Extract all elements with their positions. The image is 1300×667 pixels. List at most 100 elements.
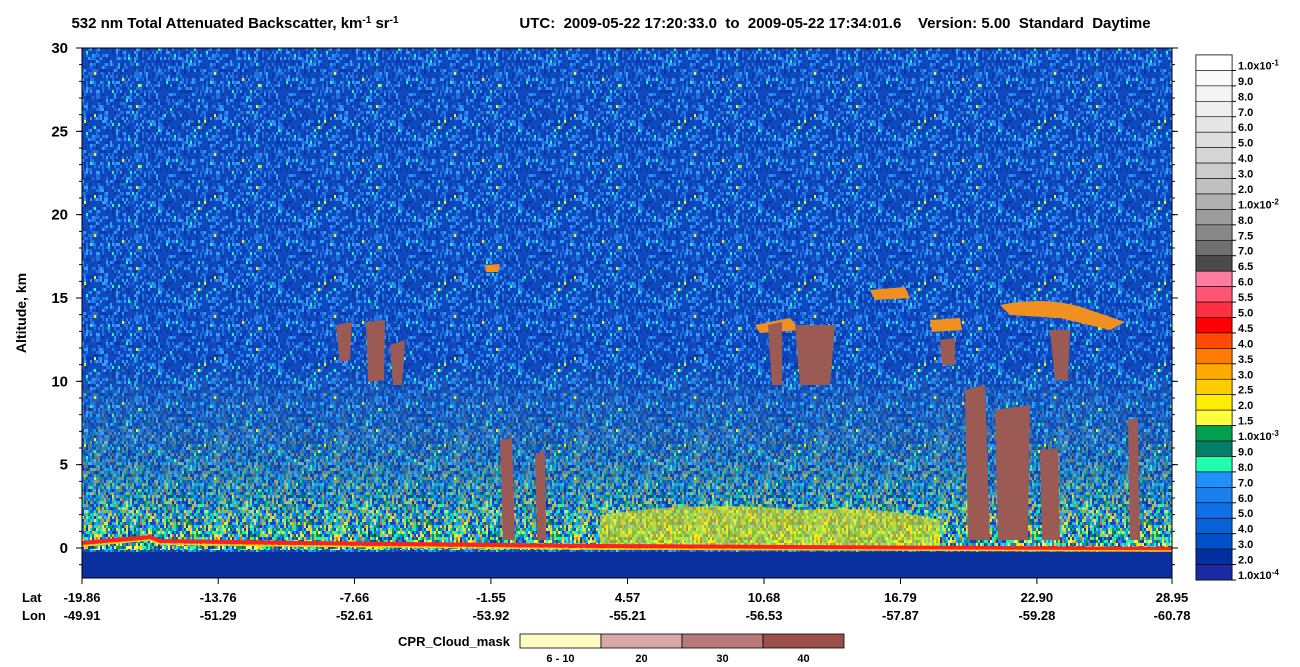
cloud-mask-box <box>600 633 683 649</box>
colorbar-box <box>1195 425 1233 442</box>
colorbar-label: 2.5 <box>1238 385 1253 397</box>
lon-tick-label: -55.21 <box>609 608 646 623</box>
colorbar-label-text: 1.0x10 <box>1238 60 1272 72</box>
title-sup: -1 <box>362 15 371 26</box>
colorbar-label: 6.5 <box>1238 261 1253 273</box>
colorbar-label-text: 1.5 <box>1238 416 1253 428</box>
colorbar-box <box>1195 131 1233 148</box>
cloud-mask-label: 6 - 10 <box>546 653 574 665</box>
cloud-mask-box <box>519 633 602 649</box>
y-tick-label: 30 <box>51 40 68 57</box>
lon-tick-label: -49.91 <box>64 608 101 623</box>
colorbar-label: 6.0 <box>1238 493 1253 505</box>
colorbar-label: 1.5 <box>1238 416 1253 428</box>
lon-tick-label: -57.87 <box>882 608 919 623</box>
colorbar-label-text: 4.0 <box>1238 153 1253 165</box>
colorbar-box <box>1195 502 1233 519</box>
colorbar-box <box>1195 70 1233 87</box>
title-part: sr <box>371 15 390 32</box>
colorbar-label: 6.0 <box>1238 122 1253 134</box>
colorbar-box <box>1195 409 1233 426</box>
colorbar-label-text: 4.5 <box>1238 323 1253 335</box>
colorbar-box <box>1195 162 1233 179</box>
colorbar-label-text: 3.0 <box>1238 369 1253 381</box>
lon-tick-label: -56.53 <box>746 608 783 623</box>
colorbar-label: 2.0 <box>1238 555 1253 567</box>
colorbar-box <box>1195 394 1233 411</box>
colorbar-label: 8.0 <box>1238 91 1253 103</box>
colorbar-label: 4.0 <box>1238 153 1253 165</box>
colorbar-box <box>1195 255 1233 272</box>
y-tick-label: 15 <box>51 290 68 307</box>
surface-return <box>82 534 1172 551</box>
colorbar-label-text: 8.0 <box>1238 462 1253 474</box>
colorbar-box <box>1195 270 1233 287</box>
colorbar-box <box>1195 440 1233 457</box>
colorbar-label-sup: -3 <box>1272 429 1280 438</box>
colorbar-label: 4.0 <box>1238 338 1253 350</box>
x-tick-label: 28.95 <box>1156 590 1189 605</box>
colorbar-label-text: 7.0 <box>1238 477 1253 489</box>
colorbar-label: 7.0 <box>1238 477 1253 489</box>
colorbar-label: 2.0 <box>1238 400 1253 412</box>
colorbar-label: 1.0x10-1 <box>1238 58 1279 73</box>
colorbar-label-text: 3.0 <box>1238 169 1253 181</box>
x-tick-label: -1.55 <box>476 590 506 605</box>
colorbar-box <box>1195 517 1233 534</box>
colorbar-label-sup: -1 <box>1272 58 1280 67</box>
colorbar-box <box>1195 178 1233 195</box>
colorbar-box <box>1195 85 1233 102</box>
y-axis-title: Altitude, km <box>13 273 29 353</box>
x-tick-label: 10.68 <box>748 590 781 605</box>
colorbar-label: 3.5 <box>1238 354 1253 366</box>
colorbar-label: 9.0 <box>1238 446 1253 458</box>
colorbar-box <box>1195 332 1233 349</box>
high-clouds <box>485 264 1125 333</box>
y-tick-label: 0 <box>60 540 68 557</box>
colorbar-box <box>1195 456 1233 473</box>
colorbar-label-text: 6.5 <box>1238 261 1253 273</box>
colorbar-label-text: 8.0 <box>1238 91 1253 103</box>
colorbar-label-text: 1.0x10 <box>1238 199 1272 211</box>
chart-title: 532 nm Total Attenuated Backscatter, km-… <box>71 15 399 33</box>
colorbar-label-text: 5.0 <box>1238 508 1253 520</box>
colorbar-label-text: 2.0 <box>1238 184 1253 196</box>
colorbar-box <box>1195 471 1233 488</box>
colorbar-label-text: 2.0 <box>1238 555 1253 567</box>
lon-tick-label: -53.92 <box>472 608 509 623</box>
colorbar-label-text: 1.0x10 <box>1238 570 1272 582</box>
x-row-label: Lat <box>22 590 42 605</box>
colorbar-label-text: 3.0 <box>1238 539 1253 551</box>
colorbar-label: 3.0 <box>1238 169 1253 181</box>
surface-return-edge <box>82 539 1172 552</box>
colorbar-label: 6.0 <box>1238 277 1253 289</box>
cloud-mask-label: 40 <box>797 653 809 665</box>
colorbar-label: 4.5 <box>1238 323 1253 335</box>
plot-area <box>82 48 1172 578</box>
cloud-mask-columns <box>336 320 1140 540</box>
colorbar-box <box>1195 193 1233 210</box>
x-tick-label: 22.90 <box>1021 590 1054 605</box>
colorbar-box <box>1195 147 1233 164</box>
colorbar-box <box>1195 487 1233 504</box>
subsurface <box>82 552 1172 578</box>
title-part: 532 nm Total Attenuated Backscatter, km <box>71 15 362 32</box>
colorbar-box <box>1195 548 1233 565</box>
colorbar-label-sup: -4 <box>1272 568 1280 577</box>
colorbar-label-text: 7.0 <box>1238 246 1253 258</box>
colorbar-label: 1.0x10-2 <box>1238 197 1279 212</box>
x-tick-label: -7.66 <box>340 590 370 605</box>
colorbar-box <box>1195 286 1233 303</box>
low-aerosol <box>600 506 940 548</box>
colorbar-label-text: 7.0 <box>1238 107 1253 119</box>
colorbar-box <box>1195 378 1233 396</box>
colorbar-label: 5.5 <box>1238 292 1253 304</box>
colorbar-box <box>1195 363 1233 380</box>
colorbar-label-text: 2.5 <box>1238 385 1253 397</box>
colorbar-label: 8.0 <box>1238 215 1253 227</box>
colorbar-label-text: 6.0 <box>1238 493 1253 505</box>
colorbar-box <box>1195 348 1233 365</box>
colorbar-label-text: 5.5 <box>1238 292 1253 304</box>
colorbar-label-text: 4.0 <box>1238 524 1253 536</box>
